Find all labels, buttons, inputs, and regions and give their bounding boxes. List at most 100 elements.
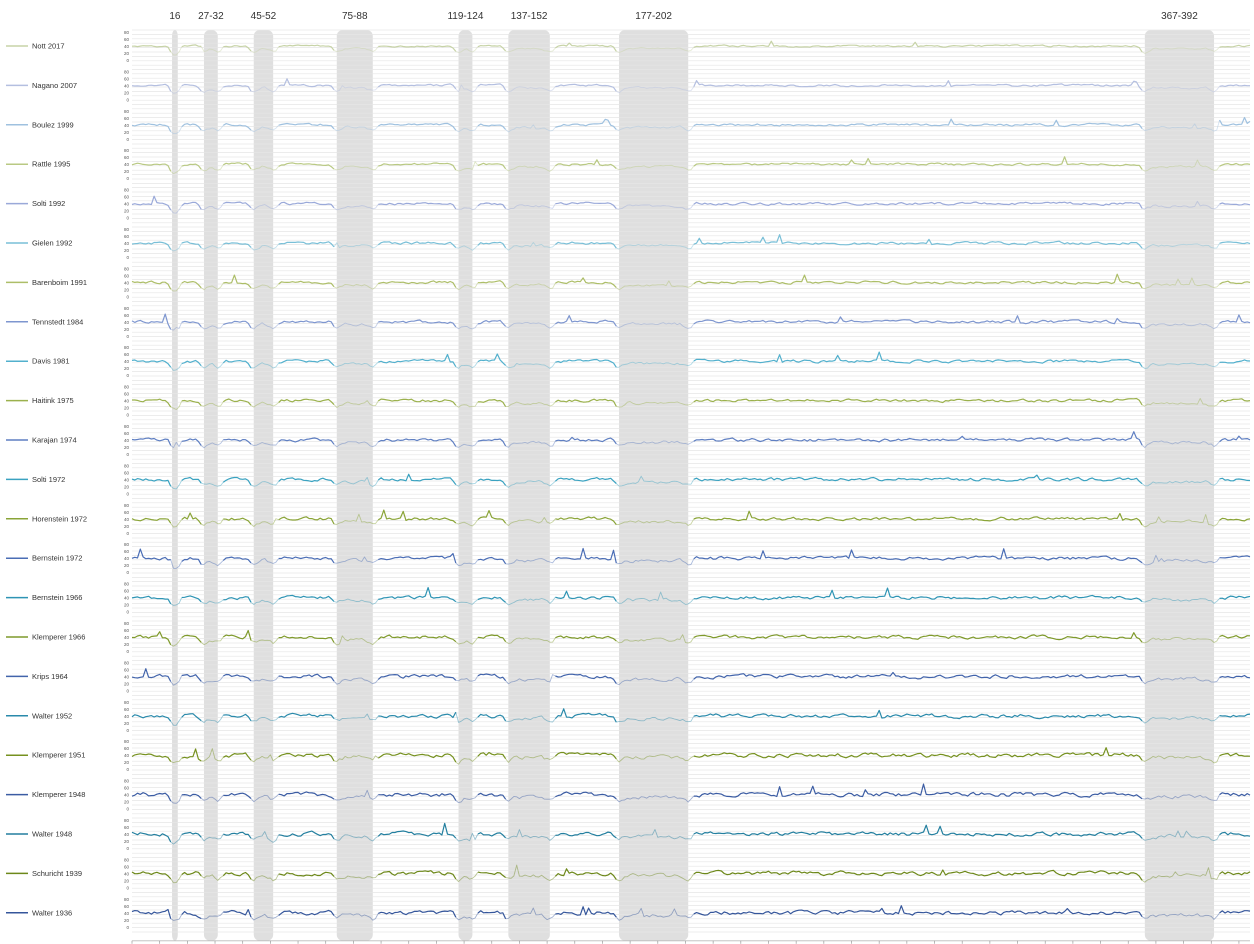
- series-line-klemperer-1951: [505, 755, 556, 763]
- series-line-solti-1992: [477, 202, 507, 209]
- strip-y-tick: 60: [124, 904, 130, 909]
- strip-y-tick: 40: [124, 359, 130, 364]
- series-line-solti-1972: [477, 478, 507, 486]
- legend-label: Schuricht 1939: [32, 869, 82, 878]
- series-line-nagano-2007: [223, 84, 252, 92]
- series-line-horenstein-1972: [505, 517, 556, 526]
- legend-label: Nott 2017: [32, 42, 65, 51]
- series-line-davis-1981: [278, 359, 335, 366]
- strip-y-tick: 0: [126, 610, 129, 615]
- series-line-davis-1981: [131, 359, 172, 368]
- series-line-schuricht-1939: [181, 871, 202, 877]
- series-line-boulez-1999: [201, 125, 224, 132]
- series-line-rattle-1995: [223, 162, 252, 170]
- series-line-horenstein-1972: [477, 510, 507, 524]
- legend-label: Barenboim 1991: [32, 278, 87, 287]
- legend-label: Karajan 1974: [32, 436, 77, 445]
- series-line-barenboim-1991: [181, 280, 202, 289]
- series-line-tennstedt-1984: [131, 313, 172, 330]
- series-line-solti-1992: [1219, 202, 1251, 206]
- series-line-schuricht-1939: [222, 871, 252, 880]
- series-line-nagano-2007: [333, 85, 379, 92]
- series-line-gielen-1992: [505, 242, 556, 251]
- series-line-solti-1992: [555, 201, 617, 209]
- series-line-nott-2017: [616, 46, 695, 53]
- series-line-rattle-1995: [181, 163, 202, 170]
- strip-y-tick: 60: [124, 825, 130, 830]
- series-line-walter-1952: [223, 713, 252, 722]
- series-line-gielen-1992: [170, 242, 183, 252]
- series-line-haitink-1975: [555, 398, 617, 407]
- strip-y-tick: 20: [124, 484, 130, 489]
- series-line-solti-1992: [693, 201, 1143, 209]
- strip-y-tick: 40: [124, 83, 130, 88]
- highlight-label-27-32: 27-32: [198, 11, 224, 22]
- strip-y-tick: 60: [124, 76, 130, 81]
- series-line-barenboim-1991: [477, 280, 507, 288]
- series-line-klemperer-1951: [131, 753, 172, 762]
- series-line-klemperer-1948: [250, 793, 280, 803]
- series-line-solti-1992: [201, 203, 224, 211]
- series-line-walter-1936: [223, 908, 252, 918]
- series-line-barenboim-1991: [616, 280, 695, 291]
- series-line-krips-1964: [1141, 676, 1220, 685]
- series-line-klemperer-1948: [615, 795, 695, 803]
- series-line-horenstein-1972: [181, 512, 202, 525]
- series-line-tennstedt-1984: [477, 319, 507, 327]
- series-line-rattle-1995: [131, 162, 172, 172]
- series-line-davis-1981: [170, 363, 183, 371]
- strip-y-tick: 20: [124, 760, 130, 765]
- series-line-karajan-1974: [278, 437, 335, 445]
- strip-y-tick: 40: [124, 714, 130, 719]
- series-line-walter-1952: [1141, 715, 1220, 724]
- series-line-krips-1964: [250, 675, 280, 682]
- strip-y-tick: 40: [124, 596, 130, 601]
- series-line-klemperer-1966: [278, 635, 335, 643]
- series-line-rattle-1995: [333, 165, 379, 171]
- series-line-horenstein-1972: [333, 513, 379, 525]
- series-line-klemperer-1966: [181, 634, 202, 643]
- series-line-walter-1952: [200, 714, 224, 724]
- series-line-haitink-1975: [222, 398, 252, 406]
- series-line-nott-2017: [200, 46, 224, 53]
- series-line-walter-1936: [333, 913, 379, 921]
- series-line-klemperer-1966: [250, 637, 280, 645]
- strip-y-tick: 0: [126, 373, 129, 378]
- series-line-bernstein-1972: [378, 552, 457, 564]
- series-line-walter-1948: [181, 831, 202, 838]
- series-line-nagano-2007: [131, 83, 172, 92]
- series-line-bernstein-1972: [222, 556, 252, 564]
- series-line-nott-2017: [1219, 44, 1251, 48]
- strip-y-tick: 80: [124, 266, 130, 271]
- series-line-walter-1948: [555, 831, 617, 839]
- series-line-haitink-1975: [1141, 397, 1220, 407]
- strip-y-tick: 60: [124, 116, 130, 121]
- series-line-krips-1964: [377, 673, 457, 681]
- series-line-davis-1981: [200, 362, 224, 369]
- series-line-solti-1972: [555, 477, 617, 484]
- series-line-solti-1992: [131, 195, 172, 211]
- series-line-bernstein-1972: [278, 556, 335, 564]
- legend-label: Klemperer 1966: [32, 633, 85, 642]
- series-line-klemperer-1951: [278, 752, 335, 762]
- strip-y-tick: 80: [124, 30, 130, 35]
- series-line-schuricht-1939: [200, 874, 224, 881]
- series-line-klemperer-1948: [200, 794, 224, 802]
- series-line-barenboim-1991: [455, 282, 479, 291]
- series-line-solti-1972: [693, 474, 1143, 485]
- series-line-solti-1972: [505, 480, 556, 488]
- legend-label: Solti 1972: [32, 475, 65, 484]
- series-line-krips-1964: [333, 677, 379, 685]
- series-line-barenboim-1991: [555, 277, 617, 289]
- series-line-boulez-1999: [616, 125, 695, 132]
- strip-y-tick: 60: [124, 392, 130, 397]
- series-line-solti-1992: [616, 203, 695, 210]
- series-line-haitink-1975: [693, 397, 1143, 406]
- strip-y-tick: 80: [124, 542, 130, 547]
- series-line-bernstein-1966: [333, 598, 379, 605]
- legend-label: Horenstein 1972: [32, 514, 87, 523]
- strip-y-tick: 60: [124, 864, 130, 869]
- strip-y-tick: 0: [126, 531, 129, 536]
- series-line-horenstein-1972: [693, 510, 1143, 526]
- series-line-nagano-2007: [616, 86, 695, 94]
